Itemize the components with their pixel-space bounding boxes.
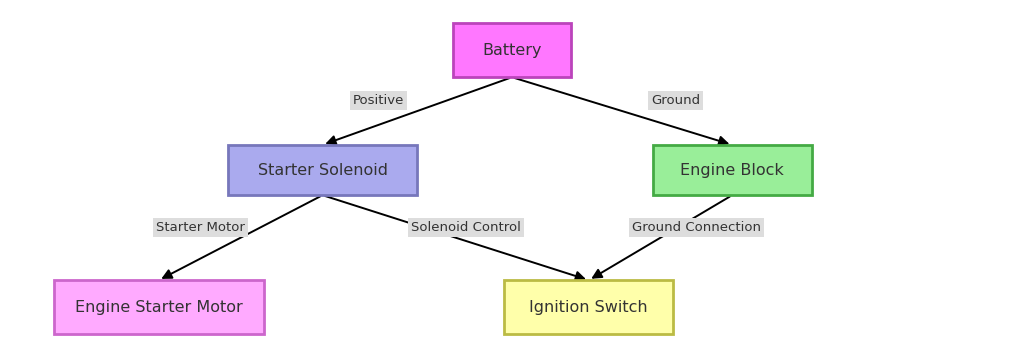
Text: Positive: Positive [353, 94, 404, 107]
Text: Engine Starter Motor: Engine Starter Motor [75, 299, 243, 315]
Text: Battery: Battery [482, 43, 542, 58]
Text: Starter Solenoid: Starter Solenoid [258, 162, 387, 178]
FancyBboxPatch shape [653, 145, 811, 195]
FancyBboxPatch shape [453, 24, 571, 77]
Text: Ground: Ground [651, 94, 700, 107]
Text: Engine Block: Engine Block [680, 162, 784, 178]
Text: Solenoid Control: Solenoid Control [411, 221, 521, 234]
Text: Ground Connection: Ground Connection [632, 221, 761, 234]
FancyBboxPatch shape [504, 280, 674, 334]
FancyBboxPatch shape [54, 280, 264, 334]
Text: Starter Motor: Starter Motor [157, 221, 245, 234]
FancyBboxPatch shape [227, 145, 418, 195]
Text: Ignition Switch: Ignition Switch [529, 299, 648, 315]
